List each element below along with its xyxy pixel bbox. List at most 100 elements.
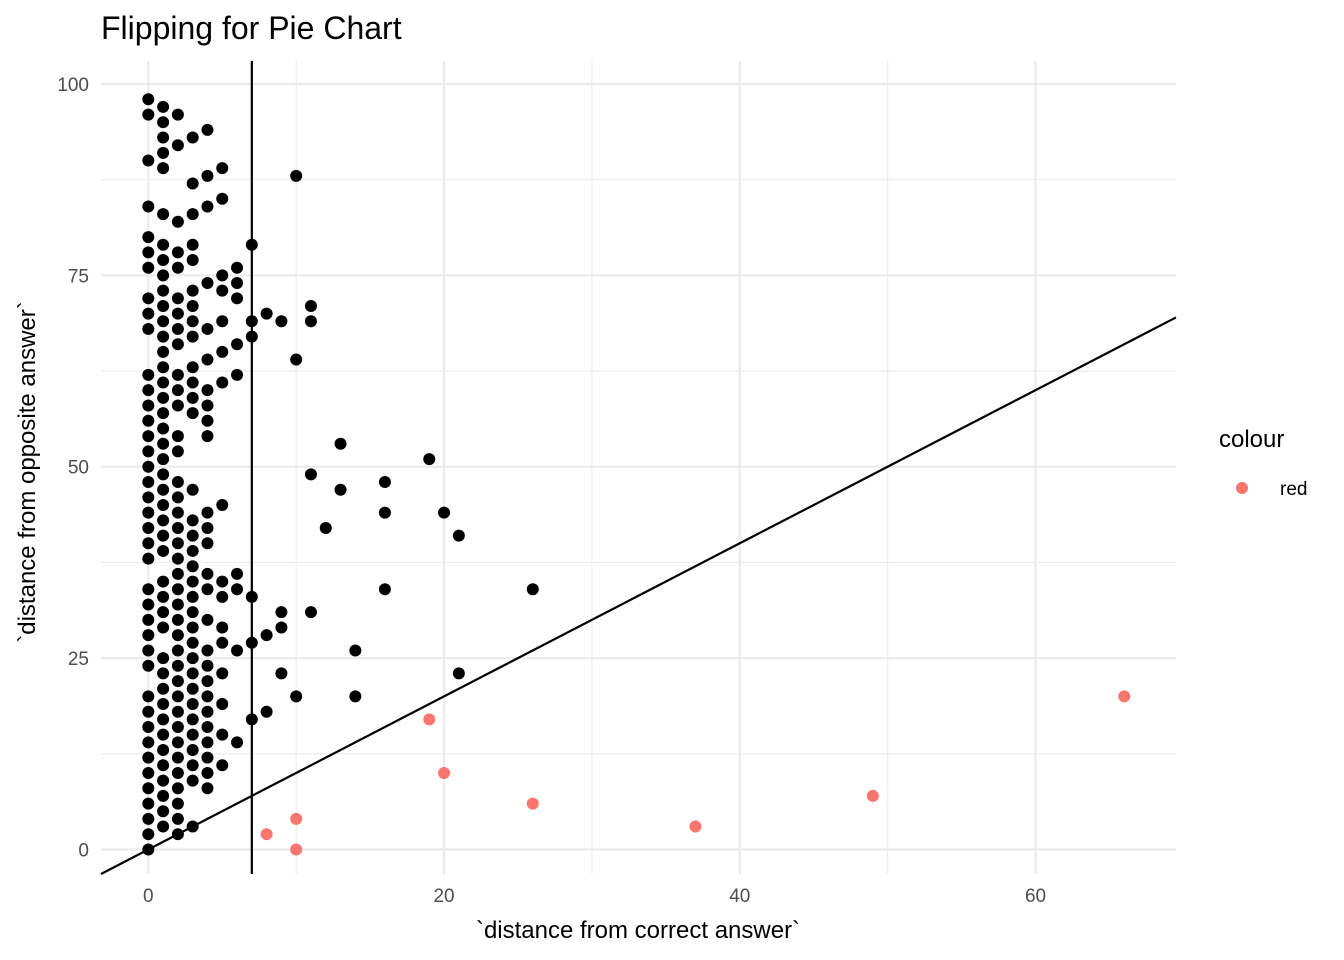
data-point: [186, 713, 199, 726]
data-point: [231, 583, 244, 596]
data-point: [157, 116, 170, 129]
x-axis-title: `distance from correct answer`: [476, 917, 800, 944]
data-point: [304, 299, 317, 312]
data-point: [245, 590, 258, 603]
data-point-red: [1118, 690, 1131, 703]
data-point: [201, 399, 214, 412]
data-point: [157, 575, 170, 588]
data-point: [201, 414, 214, 427]
data-point: [216, 376, 229, 389]
x-tick-label: 0: [143, 886, 154, 907]
legend-label-red: red: [1280, 479, 1307, 500]
data-point: [171, 476, 184, 489]
data-point: [216, 162, 229, 175]
data-point: [186, 698, 199, 711]
data-point: [186, 759, 199, 772]
data-point: [186, 514, 199, 527]
data-point: [171, 613, 184, 626]
data-point: [171, 139, 184, 152]
data-point: [290, 690, 303, 703]
data-point: [201, 782, 214, 795]
x-tick-label: 40: [729, 886, 750, 907]
data-point: [290, 169, 303, 182]
data-point: [186, 407, 199, 420]
data-point: [171, 766, 184, 779]
data-point: [201, 751, 214, 764]
data-point: [201, 123, 214, 136]
data-point: [275, 667, 288, 680]
data-point: [142, 644, 155, 657]
y-tick-label: 0: [78, 841, 89, 862]
data-point: [157, 682, 170, 695]
data-point: [171, 399, 184, 412]
data-point: [171, 567, 184, 580]
data-point: [157, 759, 170, 772]
data-point: [157, 299, 170, 312]
data-point: [142, 629, 155, 642]
data-point: [245, 330, 258, 343]
data-point: [216, 636, 229, 649]
data-point: [216, 621, 229, 634]
data-point: [186, 560, 199, 573]
data-point: [186, 177, 199, 190]
data-point: [216, 499, 229, 512]
data-point: [304, 315, 317, 328]
data-point: [142, 200, 155, 213]
data-point: [142, 736, 155, 749]
data-point-red: [526, 797, 539, 810]
data-point: [142, 721, 155, 734]
data-point: [171, 261, 184, 274]
data-point: [142, 246, 155, 259]
data-point: [186, 652, 199, 665]
chart-title: Flipping for Pie Chart: [101, 10, 402, 46]
data-point: [142, 843, 155, 856]
data-point: [171, 246, 184, 259]
data-point: [201, 521, 214, 534]
data-point: [186, 575, 199, 588]
data-point: [142, 322, 155, 335]
data-point: [201, 200, 214, 213]
data-point: [201, 613, 214, 626]
legend: colour red: [1219, 426, 1307, 500]
data-point: [260, 307, 273, 320]
data-point: [171, 721, 184, 734]
data-point: [438, 506, 451, 519]
data-point: [231, 567, 244, 580]
data-point: [171, 675, 184, 688]
data-point: [275, 606, 288, 619]
data-point: [231, 277, 244, 290]
data-point: [186, 376, 199, 389]
data-point: [142, 521, 155, 534]
data-point: [171, 292, 184, 305]
data-point: [186, 743, 199, 756]
data-point: [334, 437, 347, 450]
data-point: [452, 667, 465, 680]
data-point-red: [438, 766, 451, 779]
data-point: [142, 445, 155, 458]
data-point: [157, 453, 170, 466]
data-point: [245, 238, 258, 251]
data-point: [201, 675, 214, 688]
data-point: [157, 514, 170, 527]
data-point: [171, 629, 184, 642]
data-point: [157, 131, 170, 144]
data-point: [157, 483, 170, 496]
data-point: [157, 315, 170, 328]
data-point: [378, 583, 391, 596]
data-point: [231, 261, 244, 274]
data-point: [171, 736, 184, 749]
legend-title: colour: [1219, 426, 1284, 453]
data-point: [142, 751, 155, 764]
data-point: [378, 476, 391, 489]
data-point: [142, 659, 155, 672]
data-point: [157, 345, 170, 358]
data-point: [142, 766, 155, 779]
data-point: [157, 606, 170, 619]
data-point: [171, 537, 184, 550]
data-point: [157, 391, 170, 404]
data-point: [142, 368, 155, 381]
data-point: [216, 698, 229, 711]
data-point: [142, 414, 155, 427]
data-point: [186, 254, 199, 267]
